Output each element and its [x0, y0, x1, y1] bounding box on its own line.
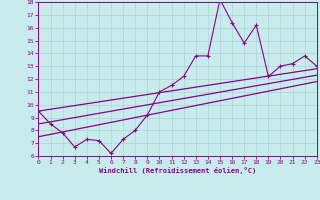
- X-axis label: Windchill (Refroidissement éolien,°C): Windchill (Refroidissement éolien,°C): [99, 167, 256, 174]
